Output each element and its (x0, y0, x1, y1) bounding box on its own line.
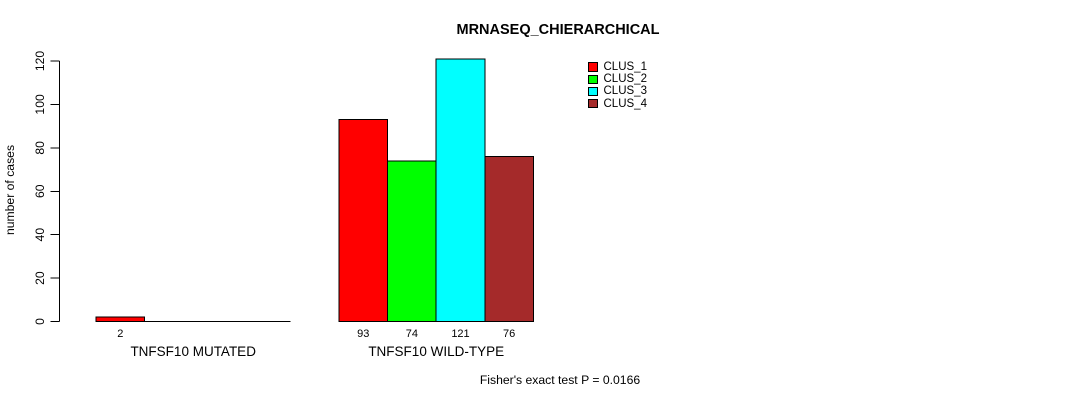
legend-item: CLUS_4 (588, 98, 647, 110)
legend-swatch (588, 98, 598, 109)
y-tick-label: 120 (33, 51, 47, 72)
y-tick-label: 60 (33, 184, 47, 198)
bar-clus_4-2 (484, 156, 534, 322)
bar-clus_1-1 (95, 316, 146, 322)
legend-swatch (588, 86, 598, 97)
y-tick-label: 0 (33, 318, 47, 325)
group-label: TNFSF10 MUTATED (130, 344, 256, 359)
legend-item: CLUS_2 (588, 73, 647, 85)
annotation-text: Fisher's exact test P = 0.0166 (479, 373, 641, 387)
legend-item: CLUS_1 (588, 61, 647, 73)
group-label: TNFSF10 WILD-TYPE (368, 344, 504, 359)
bar-value-label: 2 (117, 328, 123, 340)
legend-swatch (588, 62, 598, 72)
legend-item: CLUS_3 (588, 85, 647, 97)
legend-label: CLUS_4 (603, 97, 647, 110)
y-tick-label: 20 (33, 271, 47, 285)
bar-value-label: 93 (357, 328, 369, 340)
y-tick-label: 100 (33, 94, 47, 115)
legend-label: CLUS_3 (603, 85, 647, 98)
bar-value-label: 76 (503, 328, 515, 340)
y-tick-label: 40 (33, 228, 47, 242)
bar-value-label: 121 (451, 328, 469, 340)
chart-title: MRNASEQ_CHIERARCHICAL (456, 22, 660, 38)
bar-clus_2-2 (387, 160, 437, 322)
legend-label: CLUS_1 (603, 61, 647, 73)
legend: CLUS_1 CLUS_2 CLUS_3 CLUS_4 (588, 61, 647, 110)
legend-label: CLUS_2 (603, 73, 647, 86)
y-tick-label: 80 (33, 141, 47, 155)
legend-swatch (588, 74, 598, 85)
bar-clus_1-2 (338, 119, 389, 322)
bar-value-label: 74 (406, 328, 418, 340)
bar-clus_3-2 (435, 58, 486, 323)
